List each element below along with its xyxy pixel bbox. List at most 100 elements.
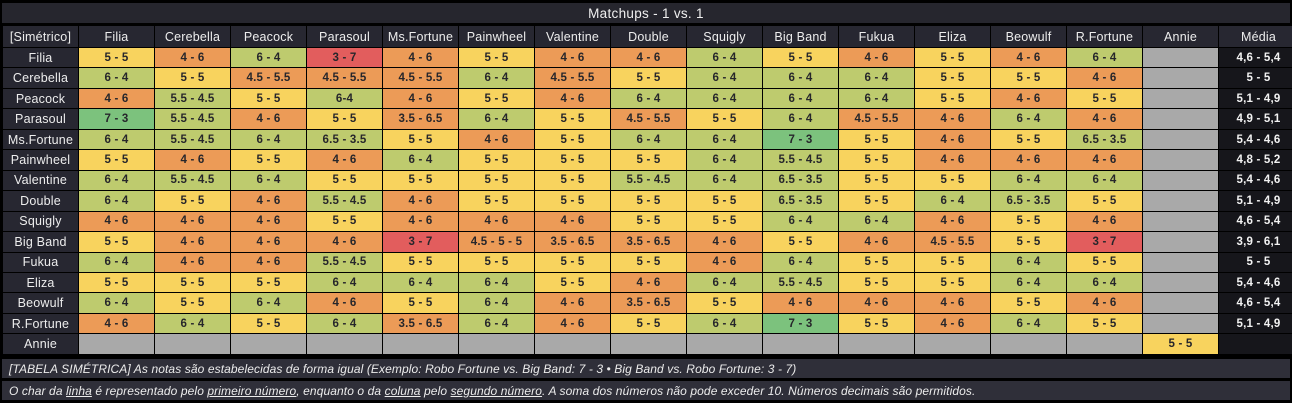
cell-filia-fukua: 4 - 6 <box>838 46 915 69</box>
cell-r-fortune-filia: 4 - 6 <box>78 312 155 335</box>
cell-annie-cerebella <box>154 333 231 355</box>
cell-ms-fortune-filia: 6 - 4 <box>78 128 155 151</box>
cell-squigly-annie <box>1142 210 1219 233</box>
cell-painwheel-annie <box>1142 149 1219 171</box>
cell-peacock-painwheel: 5 - 5 <box>458 87 535 110</box>
cell-squigly-beowulf: 5 - 5 <box>990 210 1067 233</box>
cell-big-band-fukua: 4 - 6 <box>838 231 915 253</box>
cell-filia-squigly: 6 - 4 <box>686 46 763 69</box>
underlined-term: primeiro número <box>207 383 297 398</box>
cell-r-fortune-beowulf: 6 - 4 <box>990 312 1067 335</box>
cell-r-fortune-fukua: 5 - 5 <box>838 312 915 335</box>
cell-valentine-double: 5.5 - 4.5 <box>610 169 687 192</box>
cell-ms-fortune-fukua: 5 - 5 <box>838 128 915 151</box>
cell-peacock-filia: 4 - 6 <box>78 87 155 110</box>
cell-filia-beowulf: 4 - 6 <box>990 46 1067 69</box>
media-annie <box>1218 333 1292 355</box>
cell-eliza-double: 4 - 6 <box>610 271 687 294</box>
cell-double-filia: 6 - 4 <box>78 190 155 212</box>
cell-beowulf-r-fortune: 4 - 6 <box>1066 292 1143 314</box>
table-header: [Simétrico] Filia Cerebella Peacock Parasoul… <box>2 25 1292 48</box>
cell-eliza-fukua: 5 - 5 <box>838 271 915 294</box>
footer-text-segment: é representado pelo <box>91 383 208 398</box>
cell-cerebella-fukua: 6 - 4 <box>838 67 915 89</box>
cell-cerebella-peacock: 4.5 - 5.5 <box>230 67 307 89</box>
row-header-cerebella: Cerebella <box>2 67 79 89</box>
cell-peacock-beowulf: 4 - 6 <box>990 87 1067 110</box>
column-header-peacock: Peacock <box>230 25 307 48</box>
footer-note-rules-text: O char da linha é representado pelo prim… <box>9 384 975 398</box>
cell-squigly-painwheel: 4 - 6 <box>458 210 535 233</box>
cell-annie-big-band <box>762 333 839 355</box>
cell-squigly-big-band: 6 - 4 <box>762 210 839 233</box>
column-header-double: Double <box>610 25 687 48</box>
cell-annie-painwheel <box>458 333 535 355</box>
cell-squigly-eliza: 4 - 6 <box>914 210 991 233</box>
column-header-beowulf: Beowulf <box>990 25 1067 48</box>
cell-squigly-parasoul: 5 - 5 <box>306 210 383 233</box>
cell-peacock-parasoul: 6-4 <box>306 87 383 110</box>
cell-squigly-cerebella: 4 - 6 <box>154 210 231 233</box>
cell-peacock-r-fortune: 5 - 5 <box>1066 87 1143 110</box>
cell-filia-valentine: 4 - 6 <box>534 46 611 69</box>
cell-double-painwheel: 5 - 5 <box>458 190 535 212</box>
cell-ms-fortune-r-fortune: 6.5 - 3.5 <box>1066 128 1143 151</box>
cell-fukua-valentine: 5 - 5 <box>534 251 611 273</box>
footer-text-segment: O char da <box>9 383 67 398</box>
cell-cerebella-eliza: 5 - 5 <box>914 67 991 89</box>
corner-label: [Simétrico] <box>2 25 79 48</box>
cell-filia-r-fortune: 6 - 4 <box>1066 46 1143 69</box>
cell-beowulf-beowulf: 5 - 5 <box>990 292 1067 314</box>
cell-r-fortune-cerebella: 6 - 4 <box>154 312 231 335</box>
cell-valentine-parasoul: 5 - 5 <box>306 169 383 192</box>
cell-eliza-parasoul: 6 - 4 <box>306 271 383 294</box>
cell-ms-fortune-painwheel: 4 - 6 <box>458 128 535 151</box>
cell-parasoul-eliza: 4 - 6 <box>914 108 991 130</box>
cell-fukua-filia: 6 - 4 <box>78 251 155 273</box>
cell-peacock-cerebella: 5.5 - 4.5 <box>154 87 231 110</box>
title-bar: Matchups - 1 vs. 1 <box>2 3 1290 23</box>
media-cerebella: 5 - 5 <box>1218 67 1292 89</box>
cell-fukua-parasoul: 5.5 - 4.5 <box>306 251 383 273</box>
column-header-squigly: Squigly <box>686 25 763 48</box>
row-header-peacock: Peacock <box>2 87 79 110</box>
cell-big-band-annie <box>1142 231 1219 253</box>
media-beowulf: 4,6 - 5,4 <box>1218 292 1292 314</box>
cell-r-fortune-annie <box>1142 312 1219 335</box>
row-header-ms-fortune: Ms.Fortune <box>2 128 79 151</box>
column-header-r-fortune: R.Fortune <box>1066 25 1143 48</box>
cell-ms-fortune-valentine: 5 - 5 <box>534 128 611 151</box>
media-fukua: 5 - 5 <box>1218 251 1292 273</box>
media-parasoul: 4,9 - 5,1 <box>1218 108 1292 130</box>
row-header-filia: Filia <box>2 46 79 69</box>
media-painwheel: 4,8 - 5,2 <box>1218 149 1292 171</box>
cell-annie-eliza <box>914 333 991 355</box>
cell-big-band-peacock: 4 - 6 <box>230 231 307 253</box>
cell-beowulf-peacock: 6 - 4 <box>230 292 307 314</box>
cell-big-band-double: 3.5 - 6.5 <box>610 231 687 253</box>
cell-annie-peacock <box>230 333 307 355</box>
media-valentine: 5,4 - 4,6 <box>1218 169 1292 192</box>
media-squigly: 4,6 - 5,4 <box>1218 210 1292 233</box>
cell-r-fortune-r-fortune: 5 - 5 <box>1066 312 1143 335</box>
cell-cerebella-r-fortune: 4 - 6 <box>1066 67 1143 89</box>
cell-peacock-big-band: 6 - 4 <box>762 87 839 110</box>
cell-fukua-r-fortune: 5 - 5 <box>1066 251 1143 273</box>
cell-valentine-filia: 6 - 4 <box>78 169 155 192</box>
cell-beowulf-fukua: 4 - 6 <box>838 292 915 314</box>
cell-painwheel-ms-fortune: 6 - 4 <box>382 149 459 171</box>
cell-peacock-squigly: 6 - 4 <box>686 87 763 110</box>
cell-annie-double <box>610 333 687 355</box>
cell-filia-parasoul: 3 - 7 <box>306 46 383 69</box>
cell-eliza-filia: 5 - 5 <box>78 271 155 294</box>
cell-fukua-painwheel: 5 - 5 <box>458 251 535 273</box>
cell-ms-fortune-annie <box>1142 128 1219 151</box>
cell-beowulf-eliza: 4 - 6 <box>914 292 991 314</box>
cell-parasoul-beowulf: 6 - 4 <box>990 108 1067 130</box>
